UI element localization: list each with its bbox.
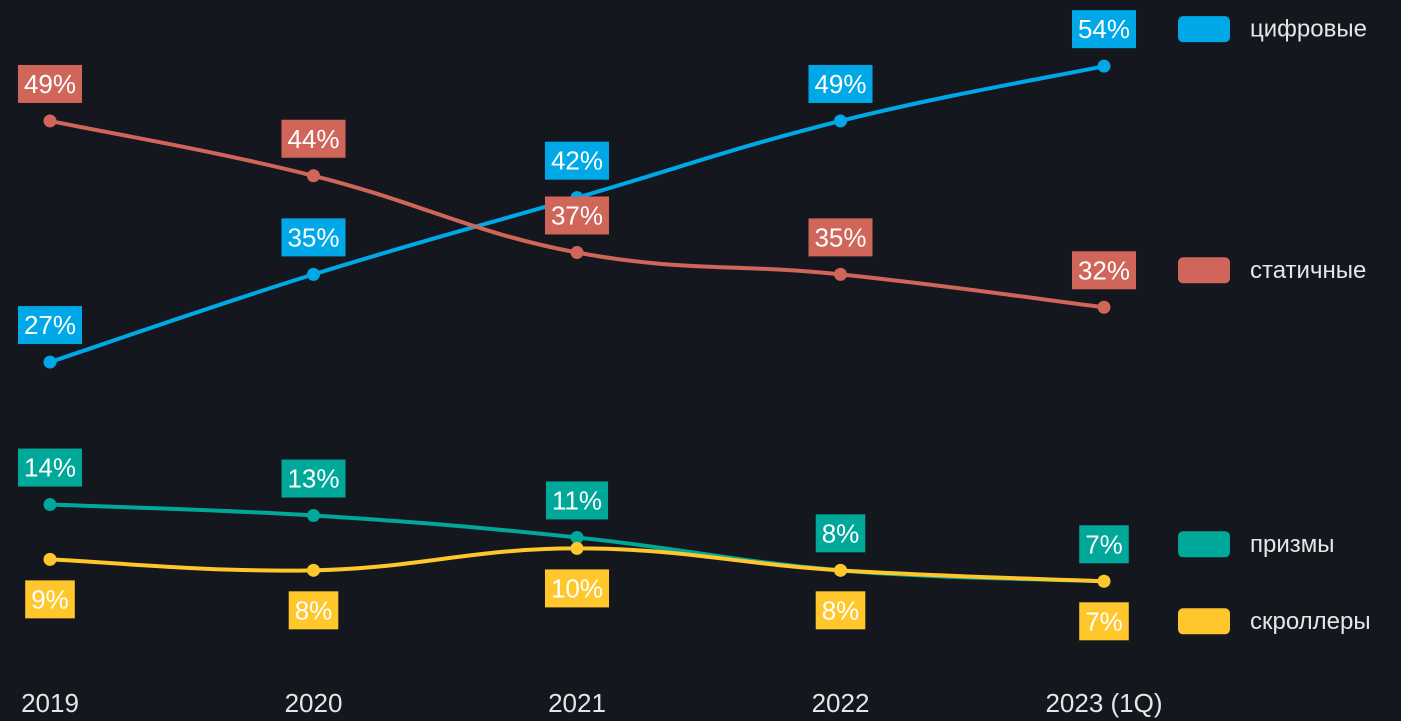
value-label: 11% — [552, 485, 602, 515]
point — [307, 267, 320, 281]
legend-label: скроллеры — [1250, 608, 1371, 635]
value-label: 54% — [1078, 14, 1130, 44]
point — [570, 245, 584, 259]
point — [570, 541, 584, 555]
value-label-box — [808, 64, 873, 103]
legend-swatch — [1178, 257, 1230, 284]
value-label: 27% — [24, 310, 76, 340]
value-label-box — [545, 481, 609, 520]
value-label-box — [815, 514, 866, 553]
legend-swatch — [1178, 608, 1230, 635]
value-label-box — [544, 196, 610, 235]
value-label: 35% — [814, 222, 866, 252]
x-tick-label: 2019 — [21, 688, 79, 718]
value-label: 7% — [1085, 606, 1123, 636]
point — [1097, 59, 1111, 73]
value-label-box — [1079, 602, 1129, 641]
value-label: 42% — [551, 146, 603, 176]
x-tick-label: 2022 — [812, 688, 870, 718]
point — [1097, 300, 1111, 314]
point — [834, 563, 847, 577]
legend-label: призмы — [1250, 531, 1335, 558]
value-label-box — [544, 569, 610, 608]
value-label-box — [281, 459, 346, 498]
value-label: 14% — [24, 453, 76, 483]
point — [307, 509, 320, 523]
point — [43, 114, 57, 128]
point — [307, 169, 320, 183]
legend-label: цифровые — [1250, 16, 1367, 43]
value-label-box — [17, 448, 83, 487]
value-label: 7% — [1085, 529, 1123, 559]
value-label: 13% — [287, 464, 339, 494]
value-label: 9% — [31, 584, 69, 614]
value-label: 49% — [24, 69, 76, 99]
value-label-box — [1071, 10, 1137, 49]
value-label: 8% — [295, 595, 333, 625]
value-label-box — [281, 218, 346, 257]
value-label-box — [544, 141, 610, 180]
legend-label: статичные — [1250, 257, 1366, 284]
value-label-box — [1079, 525, 1129, 564]
value-label: 10% — [551, 573, 603, 603]
x-tick-label: 2020 — [285, 688, 343, 718]
value-label-box — [288, 591, 339, 630]
value-label: 8% — [822, 595, 860, 625]
value-label-box — [281, 119, 346, 158]
value-label-box — [17, 306, 83, 345]
x-tick-label: 2023 (1Q) — [1045, 688, 1162, 718]
point — [43, 355, 57, 369]
point — [570, 530, 584, 544]
value-label-box — [808, 218, 873, 257]
point — [307, 563, 320, 577]
legend-swatch — [1178, 531, 1230, 558]
legend-swatch — [1178, 16, 1230, 43]
point — [43, 552, 57, 566]
value-label-box — [17, 64, 83, 103]
point — [1097, 574, 1111, 588]
value-label-box — [815, 591, 866, 630]
value-label: 35% — [287, 222, 339, 252]
point — [834, 114, 847, 128]
value-label-box — [1071, 251, 1137, 290]
value-label: 49% — [814, 69, 866, 99]
point — [43, 498, 57, 512]
point — [834, 267, 847, 281]
labels: 27% 35% 42% 49% 54% 49% 44% 37% 35% 32% 14% 13% 11% 8… — [17, 10, 1137, 641]
value-label: 37% — [551, 200, 603, 230]
x-tick-label: 2021 — [548, 688, 606, 718]
value-label: 32% — [1078, 255, 1130, 285]
value-label: 44% — [287, 124, 339, 154]
value-label: 8% — [822, 518, 860, 548]
value-label-box — [25, 580, 75, 619]
